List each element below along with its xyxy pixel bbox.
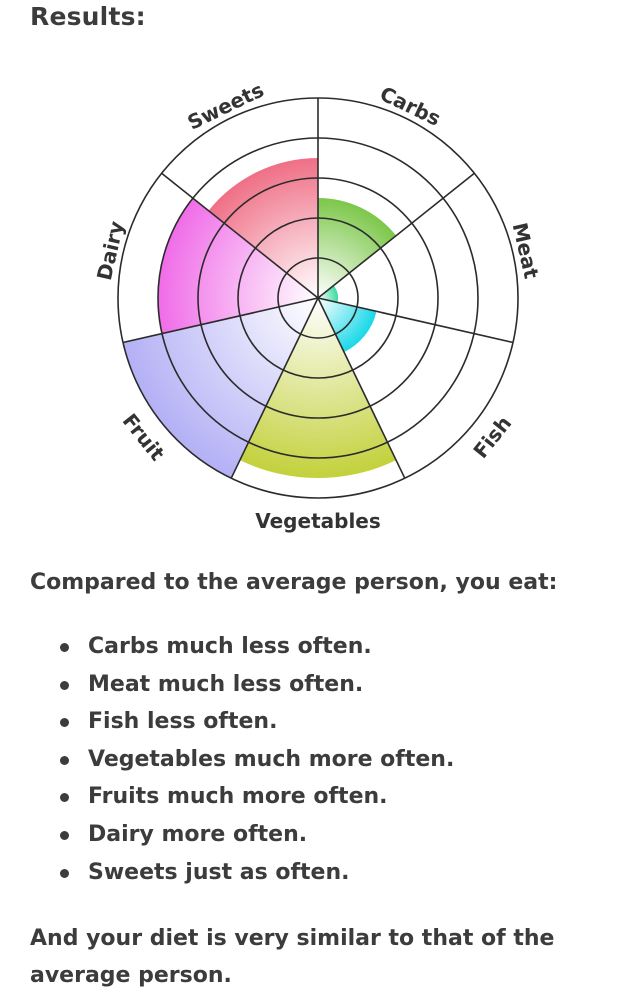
category-label-sweets: Sweets xyxy=(184,78,268,135)
grid-spoke xyxy=(230,297,319,479)
category-label-vegetables: Vegetables xyxy=(255,509,381,533)
bullet-icon xyxy=(60,643,69,652)
results-heading: Results: xyxy=(30,2,146,31)
grid-spoke xyxy=(317,297,406,479)
wedge-fruit xyxy=(123,298,318,479)
list-item: Dairy more often. xyxy=(30,816,454,854)
comparison-lead: Compared to the average person, you eat: xyxy=(30,570,558,595)
list-item: Fish less often. xyxy=(30,703,454,741)
wedge-sweets xyxy=(208,158,318,298)
category-label-carbs: Carbs xyxy=(376,81,444,131)
list-item: Meat much less often. xyxy=(30,666,454,704)
wedge-vegetables xyxy=(239,298,397,478)
grid-spoke xyxy=(317,172,475,299)
wedge-carbs xyxy=(318,198,397,298)
bullet-icon xyxy=(60,830,69,840)
bullet-icon xyxy=(60,755,69,765)
grid-spoke xyxy=(161,172,319,299)
bullet-icon xyxy=(60,680,69,690)
list-item: Sweets just as often. xyxy=(30,854,454,892)
category-label-fish: Fish xyxy=(468,411,516,462)
bullet-icon xyxy=(60,793,69,803)
grid-spoke xyxy=(317,297,514,344)
comparison-list: Carbs much less often. Meat much less of… xyxy=(30,628,454,891)
summary-text: And your diet is very similar to that of… xyxy=(30,926,555,988)
list-item: Fruits much more often. xyxy=(30,778,454,816)
bullet-icon xyxy=(60,868,69,878)
list-item: Carbs much less often. xyxy=(30,628,454,666)
list-item: Vegetables much more often. xyxy=(30,741,454,779)
wedge-meat xyxy=(318,285,339,303)
grid-spoke xyxy=(122,297,319,344)
bullet-icon xyxy=(60,718,69,728)
